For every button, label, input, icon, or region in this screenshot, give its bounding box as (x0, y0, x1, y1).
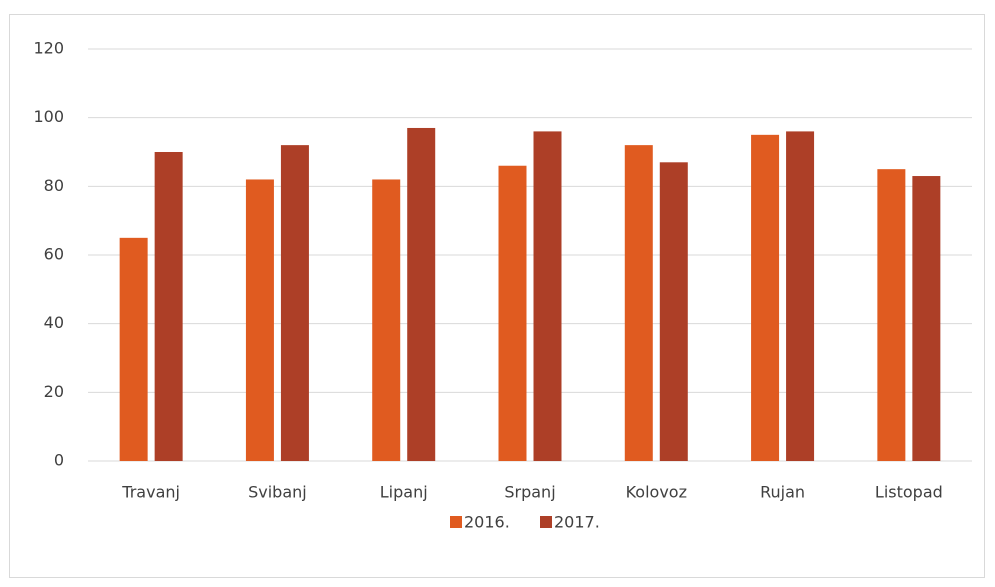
bar (498, 165, 527, 461)
bar (245, 179, 274, 461)
x-tick-label: Svibanj (248, 483, 307, 502)
bar (119, 237, 148, 461)
legend-label: 2016. (464, 513, 510, 532)
bar (372, 179, 401, 461)
bar (154, 152, 183, 461)
bar (912, 176, 941, 462)
bar (786, 131, 815, 461)
y-tick-label: 80 (44, 176, 64, 195)
bar (751, 134, 780, 462)
legend-swatch (540, 516, 552, 528)
y-tick-label: 20 (44, 382, 64, 401)
bar (533, 131, 562, 461)
bar (624, 145, 653, 461)
x-tick-label: Lipanj (380, 483, 428, 502)
y-tick-label: 0 (54, 451, 64, 470)
x-tick-label: Travanj (121, 483, 180, 502)
x-tick-label: Kolovoz (626, 483, 687, 502)
y-tick-label: 60 (44, 245, 64, 264)
legend-label: 2017. (554, 513, 600, 532)
bar (877, 169, 906, 461)
bar (659, 162, 688, 462)
y-tick-label: 120 (33, 39, 64, 58)
bar (280, 145, 309, 461)
y-tick-label: 100 (33, 107, 64, 126)
x-tick-label: Rujan (760, 483, 805, 502)
legend-swatch (450, 516, 462, 528)
y-tick-label: 40 (44, 313, 64, 332)
bar (407, 127, 436, 461)
x-tick-label: Listopad (875, 483, 943, 502)
x-tick-label: Srpanj (504, 483, 555, 502)
